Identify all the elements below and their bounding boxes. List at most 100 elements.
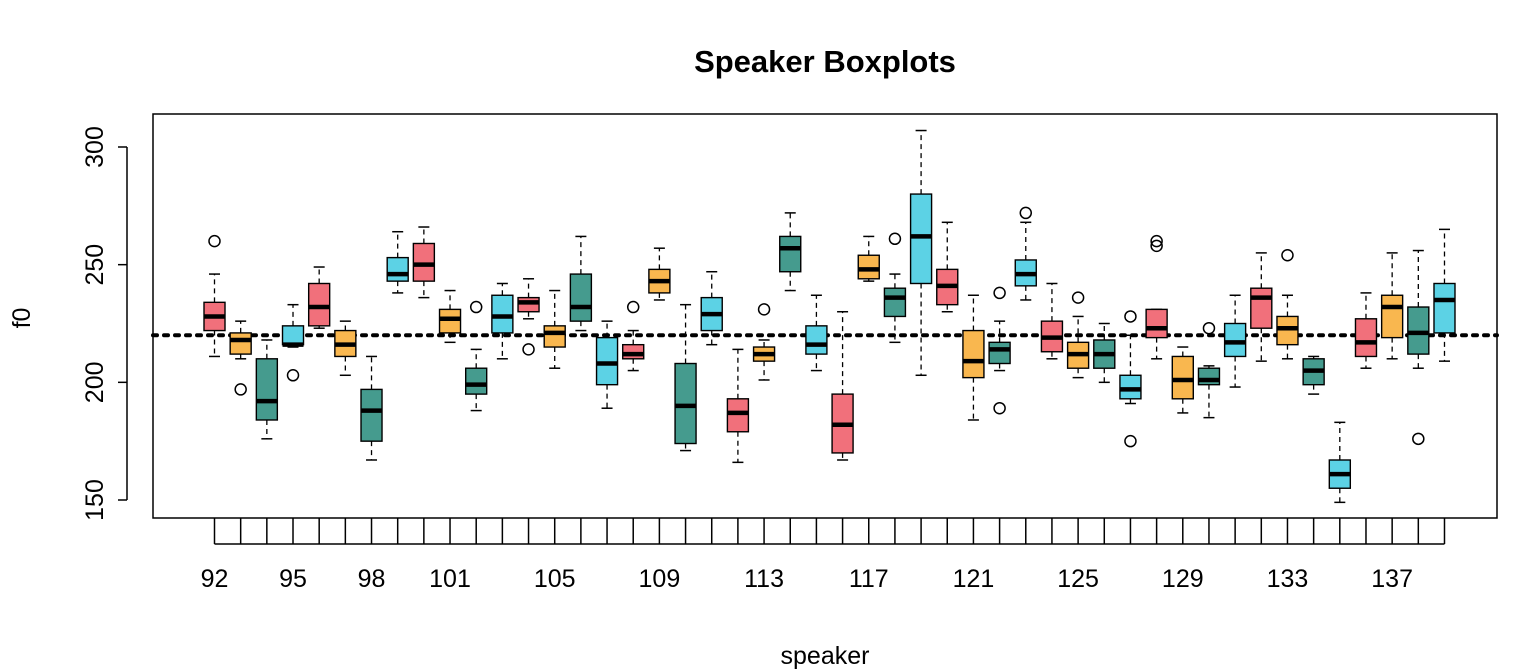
box-body xyxy=(1276,315,1299,346)
box-speaker-92 xyxy=(203,234,226,358)
x-tick-label: 117 xyxy=(849,565,889,593)
box-speaker-114 xyxy=(779,212,802,292)
box-speaker-99 xyxy=(386,230,409,294)
box-speaker-103 xyxy=(491,282,514,360)
box-body xyxy=(805,325,828,355)
box-speaker-98 xyxy=(360,355,383,461)
box-body xyxy=(438,308,462,334)
box-body xyxy=(307,282,331,327)
x-tick-label: 133 xyxy=(1267,565,1309,593)
box-speaker-97 xyxy=(334,320,357,377)
y-tick-label: 300 xyxy=(81,126,109,168)
x-tick-label: 109 xyxy=(639,565,681,593)
outlier-point xyxy=(993,401,1006,415)
outlier-point xyxy=(234,383,247,396)
x-tick-label: 95 xyxy=(279,565,307,593)
box-body xyxy=(1354,318,1378,358)
box-speaker-108 xyxy=(622,300,645,372)
box-body xyxy=(674,362,697,445)
box-speaker-137 xyxy=(1380,252,1404,360)
box-speaker-122 xyxy=(988,286,1011,415)
box-speaker-124 xyxy=(1040,282,1064,360)
outlier-point xyxy=(757,303,771,316)
outlier-point xyxy=(1071,291,1085,304)
box-body xyxy=(1223,322,1247,358)
box-speaker-96 xyxy=(307,266,331,329)
box-speaker-116 xyxy=(831,310,854,461)
outlier-point xyxy=(1150,239,1163,253)
box-body xyxy=(1145,308,1168,339)
outlier-point xyxy=(1202,321,1216,335)
x-tick-label: 98 xyxy=(358,565,386,593)
box-body xyxy=(1119,374,1142,400)
box-body xyxy=(1171,355,1194,400)
outlier-point xyxy=(993,286,1006,300)
box-body xyxy=(543,325,566,348)
box-speaker-133 xyxy=(1276,249,1299,360)
box-body xyxy=(779,235,802,273)
x-tick-label: 92 xyxy=(201,565,229,593)
y-tick-label: 250 xyxy=(81,244,109,286)
x-axis: 92 95 98 101 105 109 113 117 121 125 129 133 137 xyxy=(201,518,1446,593)
box-body xyxy=(988,341,1011,365)
box-body xyxy=(1380,294,1404,339)
box-body xyxy=(569,273,593,322)
chart-title: Speaker Boxplots xyxy=(694,44,956,79)
box-speaker-105 xyxy=(543,289,566,369)
box-body xyxy=(909,193,933,285)
outlier-point xyxy=(1150,234,1163,248)
x-tick-label: 129 xyxy=(1162,565,1204,593)
box-body xyxy=(857,254,880,280)
box-speaker-123 xyxy=(1014,206,1037,301)
box-body xyxy=(622,343,645,360)
box-speaker-100 xyxy=(412,226,436,299)
box-body xyxy=(595,336,619,386)
box-speaker-93 xyxy=(229,320,252,396)
box-body xyxy=(360,388,383,442)
box-speaker-118 xyxy=(883,232,907,344)
box-body xyxy=(229,332,252,355)
box-speaker-104 xyxy=(517,278,540,356)
y-tick-label: 150 xyxy=(81,479,109,521)
outlier-point xyxy=(626,300,640,314)
box-speaker-113 xyxy=(752,303,776,381)
y-axis-label: f0 xyxy=(8,308,36,329)
box-speaker-109 xyxy=(648,247,671,301)
x-tick-label: 105 xyxy=(534,565,576,593)
x-axis-label: speaker xyxy=(781,642,870,670)
box-speaker-130 xyxy=(1197,321,1221,419)
box-speaker-95 xyxy=(281,303,305,382)
box-speaker-117 xyxy=(857,235,880,282)
box-speaker-102 xyxy=(465,300,488,412)
outlier-point xyxy=(1412,432,1425,446)
box-speaker-112 xyxy=(726,348,750,464)
box-speaker-126 xyxy=(1093,322,1116,384)
plot-frame xyxy=(152,113,1498,519)
box-body xyxy=(1250,287,1273,329)
outlier-point xyxy=(1124,310,1137,323)
y-tick-label: 200 xyxy=(81,361,109,403)
outlier-point xyxy=(469,300,483,314)
box-body xyxy=(465,367,488,395)
box-speaker-125 xyxy=(1066,291,1090,379)
box-body xyxy=(412,242,436,282)
y-axis: 150 200 250 300 xyxy=(81,126,128,521)
box-body xyxy=(491,294,514,334)
box-speaker-139 xyxy=(1433,228,1456,362)
box-speaker-119 xyxy=(909,129,933,377)
box-speaker-135 xyxy=(1328,421,1352,504)
x-tick-label: 137 xyxy=(1371,565,1413,593)
box-body xyxy=(962,329,985,379)
box-speaker-94 xyxy=(255,339,279,440)
box-body xyxy=(255,358,279,421)
box-body xyxy=(1433,282,1456,334)
outlier-point xyxy=(1281,249,1294,262)
x-tick-label: 101 xyxy=(429,565,471,593)
box-body xyxy=(883,287,907,318)
box-body xyxy=(281,325,305,346)
box-speaker-134 xyxy=(1302,355,1325,395)
box-body xyxy=(517,296,540,313)
box-speaker-129 xyxy=(1171,346,1194,414)
box-speaker-111 xyxy=(700,270,723,346)
box-speaker-121 xyxy=(962,294,985,421)
